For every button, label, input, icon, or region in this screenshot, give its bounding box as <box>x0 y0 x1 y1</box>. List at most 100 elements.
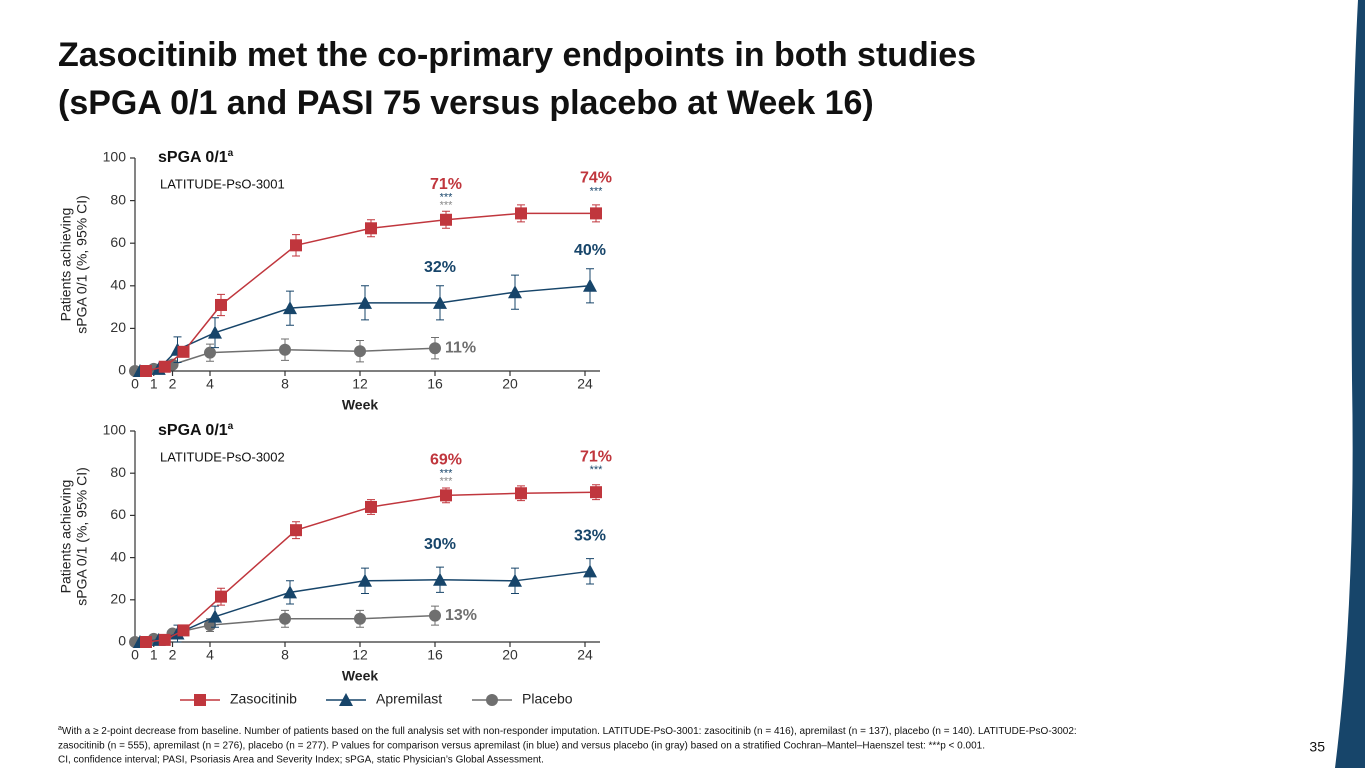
value-label: 13% <box>445 607 477 624</box>
marker <box>194 694 206 706</box>
x-tick-label: 8 <box>281 647 289 663</box>
x-axis-label: Week <box>342 668 379 684</box>
value-label: 71% <box>580 448 612 465</box>
marker <box>339 693 353 706</box>
significance: *** <box>440 200 454 212</box>
legend-label: Placebo <box>522 691 573 707</box>
marker <box>508 573 522 587</box>
marker <box>204 346 216 359</box>
marker <box>365 500 377 513</box>
panel-title: sPGA 0/1a <box>158 148 234 167</box>
panel-title-text: sPGA 0/1 <box>158 149 228 166</box>
value-label: 74% <box>580 170 612 187</box>
significance: *** <box>440 467 454 479</box>
value-label: 30% <box>424 536 456 553</box>
y-axis-label: Patients achieving <box>58 208 74 322</box>
marker <box>429 609 441 622</box>
marker <box>158 633 171 646</box>
x-tick-label: 8 <box>281 376 289 392</box>
x-tick-label: 1 <box>150 647 158 663</box>
marker <box>279 343 291 356</box>
page-number: 35 <box>1309 739 1325 755</box>
marker <box>440 213 452 226</box>
x-tick-label: 24 <box>577 376 593 392</box>
value-label: 71% <box>430 176 462 193</box>
marker <box>290 524 302 537</box>
marker <box>279 612 291 625</box>
x-tick-label: 1 <box>150 376 158 392</box>
marker <box>283 301 297 315</box>
significance: *** <box>590 464 604 476</box>
marker <box>354 345 366 358</box>
legend-label: Apremilast <box>376 691 442 707</box>
marker <box>140 636 152 648</box>
footnote-marker: a <box>58 725 62 732</box>
legend-label: Zasocitinib <box>230 691 297 707</box>
marker <box>583 278 597 292</box>
significance: *** <box>590 185 604 197</box>
y-axis-label: sPGA 0/1 (%, 95% CI) <box>74 195 90 334</box>
footnote: CI, confidence interval; PASI, Psoriasis… <box>58 755 544 766</box>
y-tick-label: 100 <box>103 422 127 438</box>
slide-title: Zasocitinib met the co-primary endpoints… <box>58 36 976 74</box>
marker <box>354 612 366 625</box>
x-tick-label: 0 <box>131 376 139 392</box>
significance: *** <box>440 475 454 487</box>
x-tick-label: 12 <box>352 376 368 392</box>
marker <box>158 360 171 373</box>
marker <box>590 486 602 499</box>
marker <box>215 590 227 603</box>
marker <box>177 345 190 358</box>
panel-title: sPGA 0/1a <box>158 421 234 440</box>
marker <box>283 585 297 599</box>
panel-title-sup: a <box>228 148 234 159</box>
panel-subtitle: LATITUDE-PsO-3001 <box>160 176 285 191</box>
value-label: 11% <box>445 339 476 356</box>
value-label: 33% <box>574 528 606 545</box>
marker <box>583 564 597 578</box>
slide-title: (sPGA 0/1 and PASI 75 versus placebo at … <box>58 84 874 122</box>
x-tick-label: 24 <box>577 647 593 663</box>
y-tick-label: 80 <box>110 464 126 480</box>
marker <box>208 325 222 339</box>
y-tick-label: 20 <box>110 591 126 607</box>
x-tick-label: 12 <box>352 647 368 663</box>
marker <box>440 489 452 502</box>
panel-subtitle: LATITUDE-PsO-3002 <box>160 449 285 464</box>
marker <box>515 487 527 500</box>
x-tick-label: 16 <box>427 376 443 392</box>
marker <box>358 573 372 587</box>
marker <box>365 222 377 235</box>
footnote-text: With a ≥ 2-point decrease from baseline.… <box>62 726 1077 737</box>
y-axis-label: Patients achieving <box>58 480 74 594</box>
decor-band <box>1335 0 1365 768</box>
x-tick-label: 20 <box>502 376 518 392</box>
marker <box>140 365 152 377</box>
marker <box>429 342 441 355</box>
y-tick-label: 60 <box>110 506 126 522</box>
y-tick-label: 0 <box>118 362 126 378</box>
y-tick-label: 0 <box>118 633 126 649</box>
y-tick-label: 80 <box>110 191 126 207</box>
y-tick-label: 20 <box>110 319 126 335</box>
y-tick-label: 40 <box>110 277 126 293</box>
x-tick-label: 4 <box>206 376 214 392</box>
marker <box>508 285 522 299</box>
significance: *** <box>440 192 454 204</box>
marker <box>433 295 447 309</box>
value-label: 40% <box>574 242 606 259</box>
x-tick-label: 4 <box>206 647 214 663</box>
x-tick-label: 20 <box>502 647 518 663</box>
y-axis-label: sPGA 0/1 (%, 95% CI) <box>74 467 90 606</box>
x-tick-label: 2 <box>169 647 177 663</box>
value-label: 32% <box>424 259 456 276</box>
marker <box>358 295 372 309</box>
value-label: 69% <box>430 452 462 469</box>
marker <box>515 207 527 220</box>
x-tick-label: 2 <box>169 376 177 392</box>
marker <box>215 298 227 311</box>
y-tick-label: 100 <box>103 149 127 165</box>
y-tick-label: 40 <box>110 548 126 564</box>
x-tick-label: 16 <box>427 647 443 663</box>
